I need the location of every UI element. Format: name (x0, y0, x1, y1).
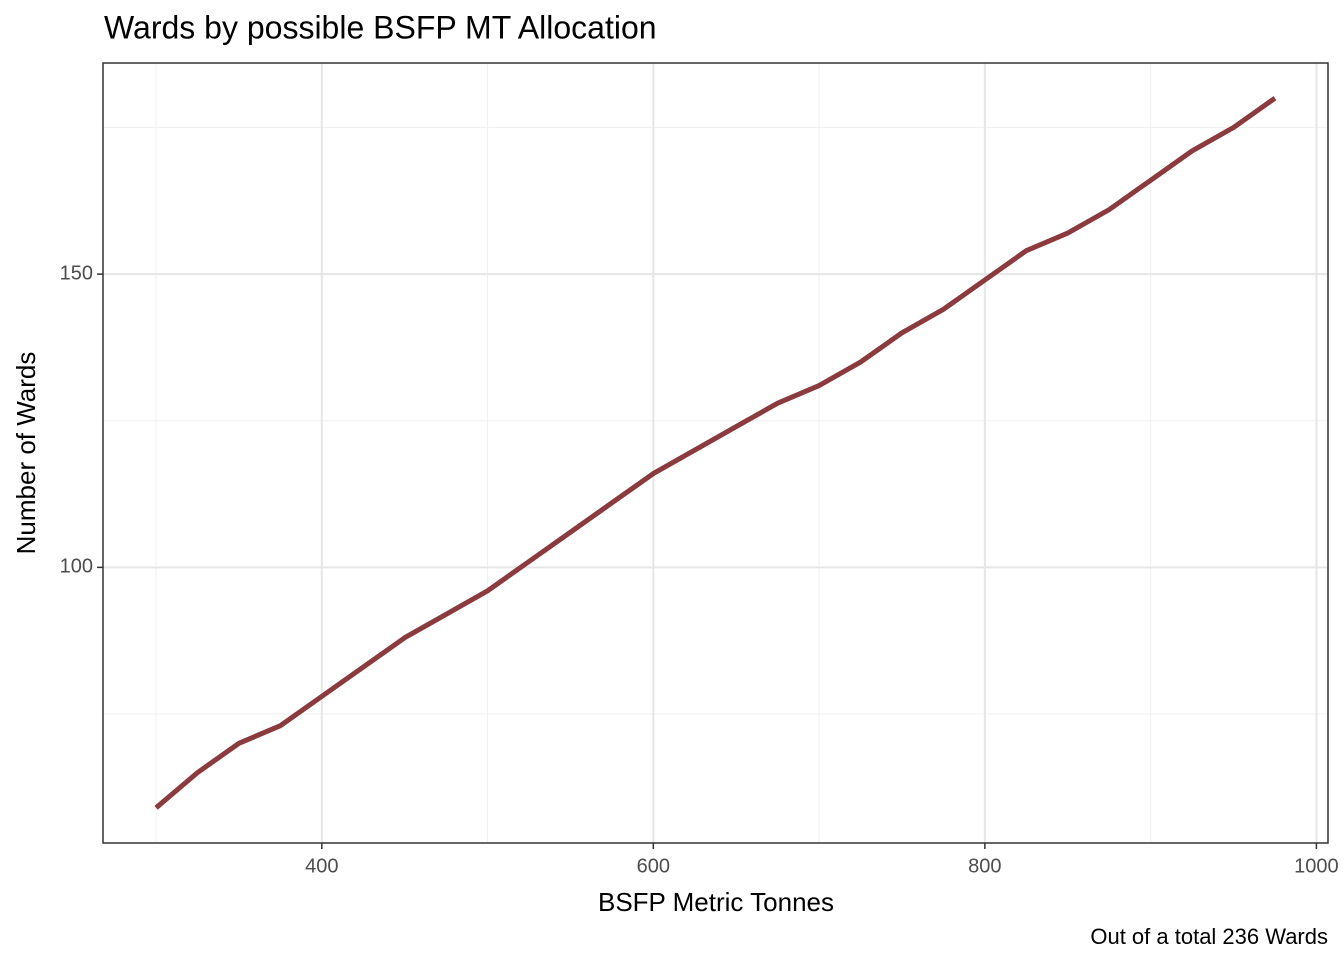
plot-border (102, 62, 1329, 844)
chart-title: Wards by possible BSFP MT Allocation (104, 9, 657, 45)
x-tick-label: 400 (305, 855, 338, 877)
x-axis-label: BSFP Metric Tonnes (598, 887, 834, 917)
x-tick-label: 800 (968, 855, 1001, 877)
y-tick-label: 100 (60, 556, 93, 578)
x-tick-label: 1000 (1294, 855, 1339, 877)
x-tick-label: 600 (637, 855, 670, 877)
y-axis-label: Number of Wards (11, 352, 41, 555)
data-line (154, 96, 1277, 810)
caption: Out of a total 236 Wards (1090, 924, 1328, 949)
y-tick-label: 150 (60, 262, 93, 284)
